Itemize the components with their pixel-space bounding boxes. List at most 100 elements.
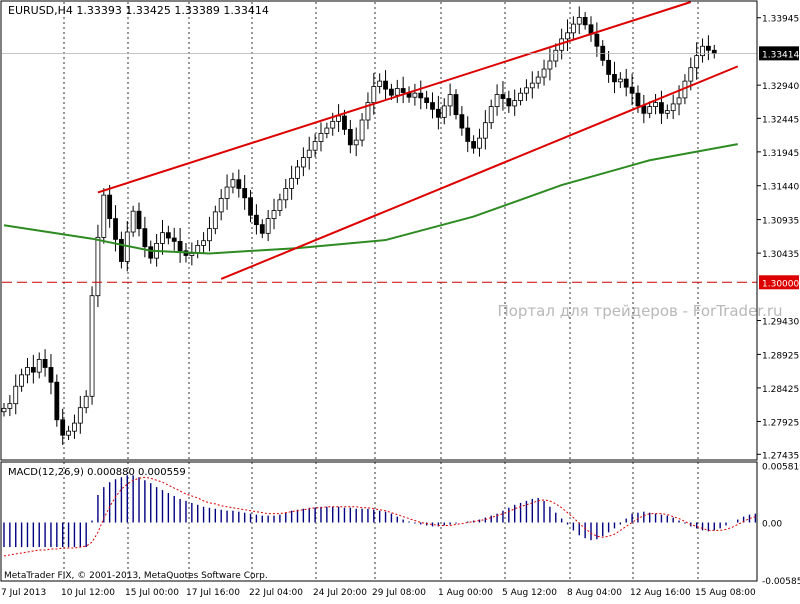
candle-body [265,218,271,234]
candle-body [418,92,424,99]
moving-average-line [3,143,738,255]
candle-body [453,94,459,116]
candle-body [36,359,42,373]
candle-body [576,17,582,25]
candle-body [95,236,101,297]
candle-body [529,82,535,89]
candle-body [218,198,224,213]
candle-body [635,92,641,107]
candle-body [83,395,89,409]
candle-body [659,102,664,114]
candle-body [676,97,682,105]
candle-body [19,374,25,387]
price-tick-label: 1.28425 [762,385,799,395]
candle-body [494,94,500,107]
candle-body [617,78,623,83]
candle-body [72,422,77,432]
candle-body [113,218,118,240]
time-tick-label: 17 Jul 16:00 [186,588,240,598]
candle-body [30,367,36,373]
candle-body [54,381,60,421]
macd-tick-label: -0.005852 [762,577,800,587]
price-tick-label: 1.31945 [762,149,799,159]
candle-body [359,119,365,141]
candle-body [283,188,289,201]
candle-body [13,385,19,405]
candle-body [518,92,523,101]
price-tick-label: 1.32940 [762,82,799,92]
time-tick-label: 1 Aug 00:00 [438,588,493,598]
time-tick-label: 24 Jul 20:00 [313,588,367,598]
candle-body [670,103,676,112]
candle-body [653,102,658,107]
candle-body [25,367,30,376]
candle-body [201,240,206,246]
candle-body [459,114,465,129]
time-tick-label: 5 Aug 12:00 [502,588,557,598]
price-tick-label: 1.27435 [762,451,799,461]
candle-body [353,139,359,146]
price-tick-label: 1.32445 [762,115,799,125]
candle-body [212,211,218,230]
time-tick-label: 8 Aug 04:00 [567,588,622,598]
candle-body [706,45,711,51]
candle-body [506,98,512,107]
price-tick-label: 1.33945 [762,15,799,25]
candle-body [471,141,477,149]
price-tick-label: 1.30935 [762,217,799,227]
candle-body [148,246,154,259]
macd-tick-label: 0.00 [762,520,782,530]
current-price-label: 1.33414 [762,50,799,60]
candle-body [389,88,394,96]
candle-body [541,68,547,78]
candle-body [500,94,506,99]
candle-body [277,199,283,211]
candle-body [177,240,183,252]
candle-body [700,45,705,57]
candle-body [547,60,553,70]
time-tick-label: 22 Jul 04:00 [249,588,303,598]
macd-signal-line [3,476,756,557]
candle-body [688,67,694,82]
candle-body [77,407,83,424]
candle-body [236,179,242,189]
candle-body [1,407,7,413]
candle-body [347,128,353,146]
candle-body [254,214,259,226]
candle-body [394,88,400,96]
candle-body [441,105,447,118]
candle-body [606,59,612,75]
candle-body [400,88,406,93]
watermark-text: Портал для трейдеров - ForTrader.ru [497,302,782,320]
candle-body [207,228,212,242]
time-tick-label: 7 Jul 2013 [1,588,46,598]
candlestick-series [1,1,757,446]
macd-legend: MACD(12,26,9) 0.000880 0.000559 [8,467,186,478]
candle-body [377,80,383,87]
candle-body [424,97,430,103]
candle-body [512,100,518,107]
candle-body [160,232,165,244]
candle-body [664,110,670,114]
level-price-label: 1.30000 [762,279,799,289]
candle-body [477,137,482,149]
candle-body [259,224,265,234]
candle-body [647,106,653,114]
candle-body [612,74,617,83]
candle-body [136,210,142,230]
candle-body [594,33,600,47]
price-tick-label: 1.29430 [762,318,799,328]
time-tick-label: 29 Jul 08:00 [372,588,426,598]
candle-body [295,166,300,179]
candle-body [582,17,588,26]
candle-body [165,232,171,239]
candle-body [570,23,576,34]
macd-axis: 0.005819 0.00 -0.005852 [762,462,800,587]
candle-body [430,102,435,110]
main-pane-frame [0,0,758,461]
time-tick-label: 15 Jul 00:00 [125,588,179,598]
candle-body [289,177,295,189]
candle-body [342,115,347,130]
